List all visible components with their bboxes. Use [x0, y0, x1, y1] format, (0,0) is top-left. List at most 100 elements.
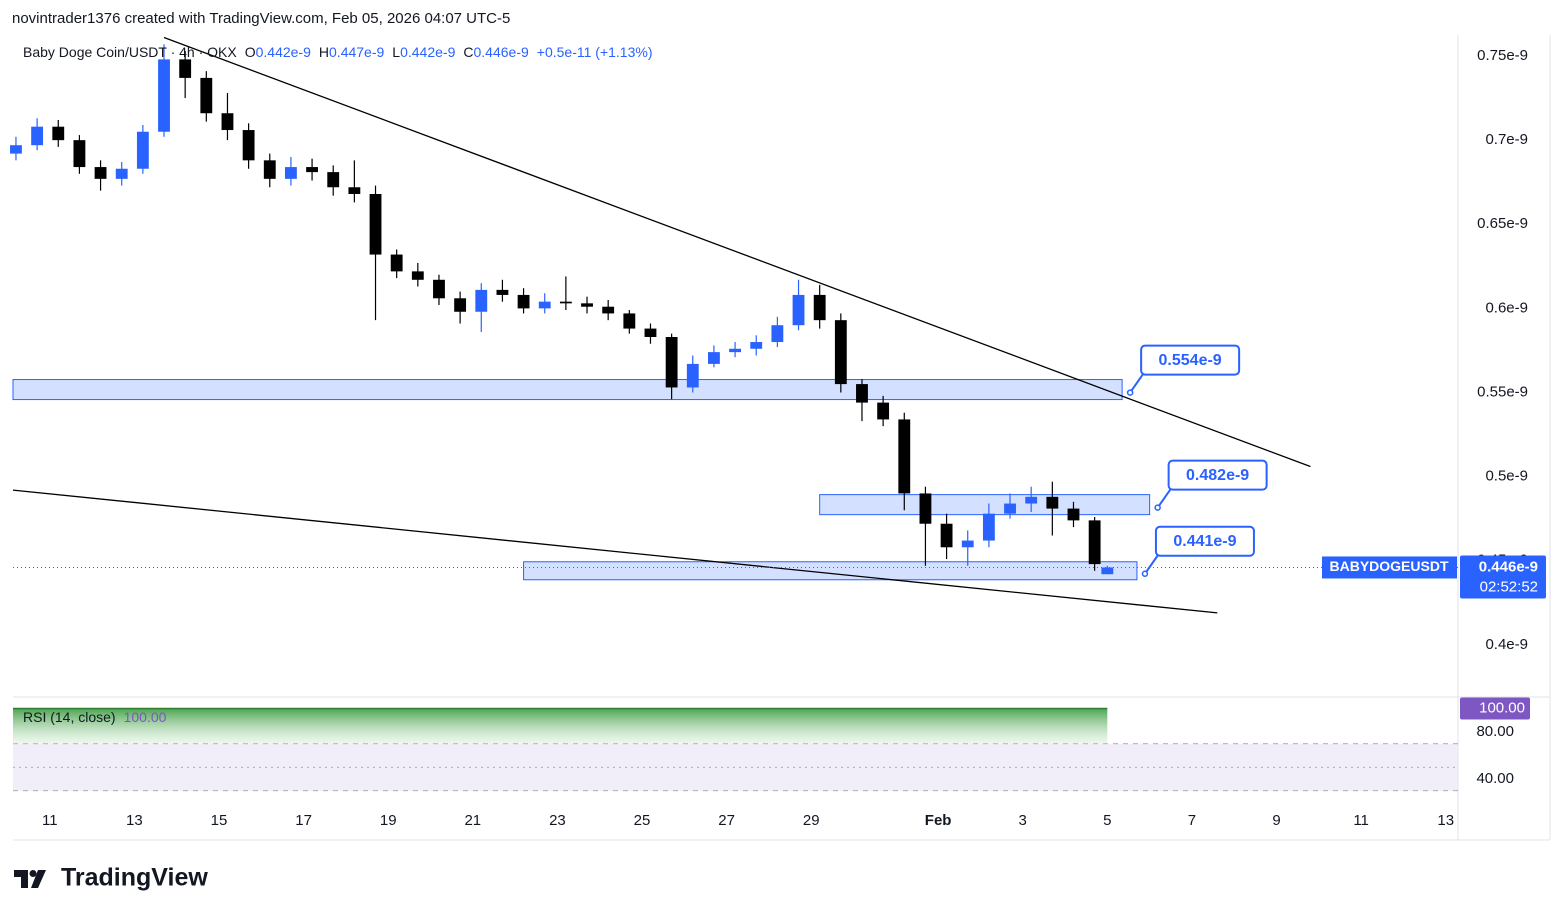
- x-tick-label: 11: [1353, 812, 1369, 829]
- x-tick-label: 11: [42, 812, 58, 829]
- candle-body: [1004, 503, 1016, 514]
- ohlc-value: 0.447e-9: [329, 44, 384, 60]
- callout-box: [1140, 344, 1241, 376]
- candle-body: [813, 294, 826, 321]
- x-tick-label: 23: [549, 812, 566, 829]
- price-label: 0.446e-9: [1479, 558, 1538, 575]
- candle-body: [517, 294, 530, 309]
- symbol-label: BABYDOGEUSDT: [1329, 558, 1448, 574]
- x-tick-label: 21: [464, 812, 481, 829]
- candle-body: [940, 523, 953, 548]
- legend: Baby Doge Coin/USDT · 4h · OKX O0.442e-9 H…: [23, 44, 653, 60]
- callout-pointer: [1156, 487, 1173, 509]
- zone: [819, 494, 1151, 516]
- candle-body: [581, 303, 593, 307]
- candle-body: [496, 289, 509, 295]
- x-tick-label: 9: [1272, 812, 1280, 829]
- ohlc-key: O: [245, 44, 256, 60]
- candle-body: [52, 126, 65, 141]
- candle-body: [1046, 496, 1059, 509]
- candle-body: [644, 328, 657, 337]
- x-tick-label: 5: [1103, 812, 1111, 829]
- symbol-title: Baby Doge Coin/USDT · 4h · OKX: [23, 44, 237, 60]
- rsi-value: 100.00: [124, 709, 167, 725]
- candle-body: [263, 160, 276, 179]
- candle-body: [623, 313, 636, 329]
- candle-body: [433, 279, 445, 299]
- candle-body: [686, 363, 699, 388]
- candle-body: [771, 325, 784, 343]
- candle-body: [115, 168, 128, 179]
- callout-pointer: [1144, 553, 1160, 575]
- candle-body: [538, 301, 551, 309]
- candle-body: [792, 294, 805, 326]
- x-tick-label: 13: [126, 812, 143, 829]
- x-tick-label: 27: [718, 812, 735, 829]
- candle-body: [94, 167, 107, 179]
- candle-body: [136, 131, 149, 169]
- x-tick-label: 3: [1019, 812, 1027, 829]
- candle-body: [348, 187, 361, 194]
- y-tick-label: 0.75e-9: [1477, 47, 1528, 64]
- candle-body: [306, 167, 318, 173]
- candle-body: [750, 342, 763, 349]
- y-tick-label: 0.4e-9: [1485, 636, 1528, 653]
- trendline: [12, 489, 1218, 614]
- rsi-tick-label: 40.00: [1476, 770, 1514, 787]
- callout-label: 0.441e-9: [1173, 533, 1236, 550]
- candle-body: [1067, 508, 1080, 521]
- candle-body: [708, 352, 720, 364]
- change-label: +0.5e-11 (+1.13%): [537, 44, 653, 60]
- candle-body: [729, 348, 741, 353]
- trendline: [163, 36, 1311, 468]
- callout-label: 0.482e-9: [1186, 467, 1249, 484]
- price-badge: [1460, 555, 1546, 599]
- header: novintrader1376 created with TradingView…: [12, 10, 510, 27]
- candle-body: [665, 336, 678, 388]
- candle-body: [602, 306, 615, 314]
- callout-box: [1154, 525, 1255, 557]
- candle-body: [10, 145, 22, 154]
- rsi-badge: [1460, 697, 1530, 720]
- candle-body: [1101, 567, 1114, 575]
- candle-body: [73, 140, 86, 168]
- candle-body: [834, 320, 847, 385]
- y-tick-label: 0.65e-9: [1477, 215, 1528, 232]
- candle-body: [411, 271, 424, 280]
- callout-anchor: [1154, 504, 1161, 511]
- candle-body: [179, 59, 192, 78]
- callout-pointer: [1129, 371, 1145, 394]
- callout-anchor: [1126, 389, 1134, 396]
- candle-body: [856, 384, 868, 403]
- ohlc-key: H: [319, 44, 329, 60]
- x-tick-label: 19: [380, 812, 397, 829]
- symbol-badge: [1322, 556, 1457, 579]
- y-tick-label: 0.55e-9: [1477, 383, 1528, 400]
- ohlc-value: 0.442e-9: [256, 44, 311, 60]
- x-tick-label: Feb: [925, 812, 952, 829]
- y-tick-label: 0.6e-9: [1485, 299, 1528, 316]
- x-tick-label: 13: [1437, 812, 1454, 829]
- footer-brand: TradingView: [61, 864, 208, 892]
- x-tick-label: 15: [211, 812, 228, 829]
- candle-body: [242, 130, 255, 161]
- candle-body: [1088, 520, 1101, 565]
- logo: [14, 870, 46, 888]
- candle-body: [158, 59, 170, 132]
- candle-body: [961, 540, 974, 548]
- callout-box: [1167, 459, 1268, 491]
- rsi-badge-label: 100.00: [1479, 699, 1525, 716]
- rsi-title: RSI (14, close): [23, 709, 116, 725]
- callout-anchor: [1141, 570, 1149, 578]
- rsi-fill: [13, 708, 1108, 744]
- candle-body: [898, 419, 911, 494]
- candle-body: [221, 113, 234, 131]
- candle-body: [390, 254, 403, 272]
- candle-body: [31, 126, 44, 146]
- zone: [12, 379, 1123, 401]
- candle-body: [327, 172, 340, 188]
- candle-body: [369, 193, 382, 255]
- candle-body: [877, 402, 890, 420]
- countdown-label: 02:52:52: [1480, 578, 1538, 595]
